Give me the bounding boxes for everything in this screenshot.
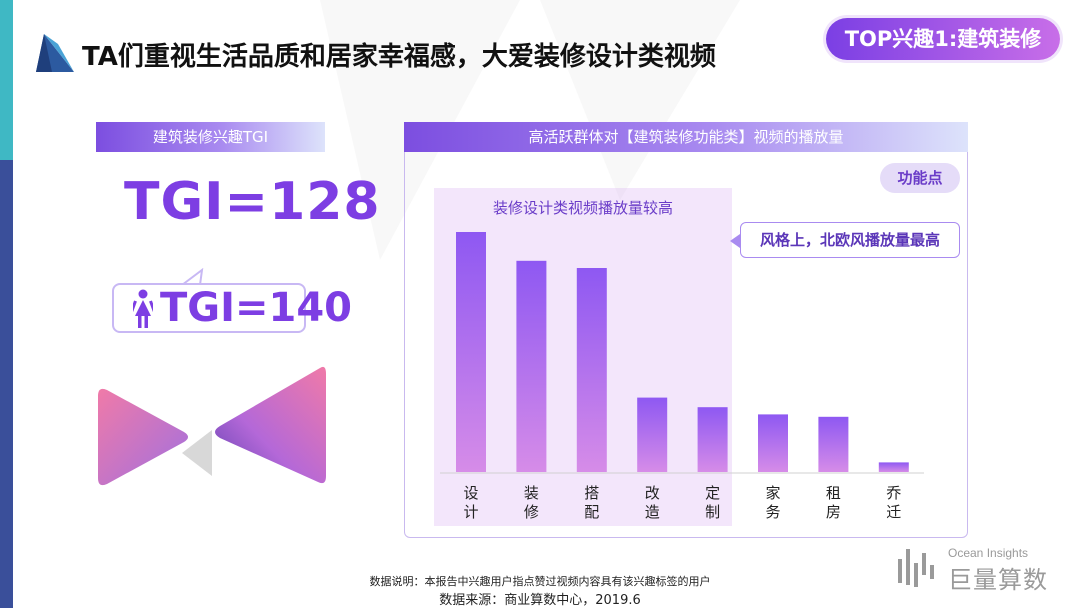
category-label-1: 修 — [524, 503, 539, 521]
tgi-main-value: TGI=128 — [124, 172, 381, 232]
category-label-3: 造 — [645, 503, 660, 521]
bar-7 — [878, 462, 909, 472]
bar-1 — [516, 260, 547, 472]
category-label-0: 设 — [463, 484, 478, 502]
female-tgi-value: TGI=140 — [160, 285, 353, 331]
feature-point-pill: 功能点 — [880, 163, 960, 193]
category-label-3: 改 — [645, 484, 660, 502]
data-source: 数据来源：商业算数中心，2019.6 — [439, 593, 641, 608]
highlight-label: 装修设计类视频播放量较高 — [492, 199, 673, 217]
bar-5 — [758, 414, 788, 472]
category-label-6: 房 — [826, 503, 841, 521]
callout-pointer — [730, 234, 740, 248]
tgi-section-header: 建筑装修兴趣TGI — [96, 122, 325, 152]
top-interest-badge: TOP兴趣1:建筑装修 — [826, 18, 1060, 60]
category-label-5: 务 — [765, 503, 780, 521]
category-label-6: 租 — [826, 484, 841, 502]
speech-tail-icon — [181, 268, 204, 286]
brand-bars-icon — [898, 549, 934, 587]
side-accent-navy — [0, 160, 13, 608]
page-title: TA们重视生活品质和居家幸福感，大爱装修设计类视频 — [82, 42, 716, 72]
data-note: 数据说明：本报告中兴趣用户指点赞过视频内容具有该兴趣标签的用户 — [369, 575, 711, 588]
bar-2 — [576, 268, 607, 472]
bar-0 — [456, 232, 486, 472]
brand-logo — [36, 34, 74, 72]
brand-mark: Ocean Insights 巨量算数 — [896, 543, 1076, 594]
category-label-1: 装 — [524, 484, 539, 502]
category-label-4: 制 — [705, 503, 720, 521]
category-label-7: 迁 — [886, 503, 901, 521]
female-icon — [133, 289, 153, 328]
callout-box: 风格上，北欧风播放量最高 — [740, 222, 960, 258]
side-accent-teal — [0, 0, 13, 160]
brand-english-name: Ocean Insights — [948, 546, 1029, 560]
brand-chinese-name: 巨量算数 — [948, 566, 1048, 594]
bar-6 — [818, 416, 849, 472]
category-label-7: 乔 — [886, 484, 901, 502]
category-label-2: 搭 — [584, 484, 599, 502]
bar-3 — [637, 397, 668, 472]
bar-4 — [697, 407, 728, 472]
category-label-4: 定 — [705, 484, 720, 502]
category-label-5: 家 — [765, 484, 780, 502]
decorative-triangles-graphic — [98, 366, 326, 486]
category-label-0: 计 — [463, 503, 478, 521]
category-label-2: 配 — [584, 503, 599, 521]
chart-section-header: 高活跃群体对【建筑装修功能类】视频的播放量 — [404, 122, 968, 152]
